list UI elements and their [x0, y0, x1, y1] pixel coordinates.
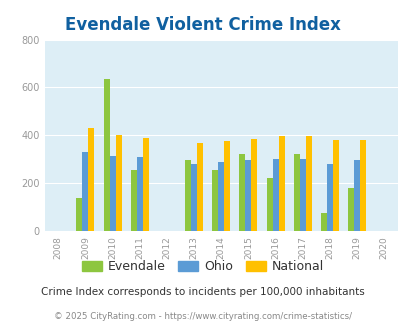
Bar [88, 128, 94, 231]
Bar [359, 140, 365, 231]
Bar [251, 139, 257, 231]
Bar [278, 136, 284, 231]
Text: Evendale Violent Crime Index: Evendale Violent Crime Index [65, 16, 340, 34]
Bar [305, 136, 311, 231]
Bar [353, 160, 359, 231]
Bar [224, 141, 230, 231]
Bar [212, 170, 218, 231]
Bar [218, 162, 224, 231]
Bar [191, 164, 196, 231]
Bar [332, 140, 338, 231]
Bar [293, 154, 299, 231]
Legend: Evendale, Ohio, National: Evendale, Ohio, National [77, 255, 328, 279]
Bar [136, 157, 143, 231]
Text: Crime Index corresponds to incidents per 100,000 inhabitants: Crime Index corresponds to incidents per… [41, 287, 364, 297]
Bar [320, 213, 326, 231]
Bar [239, 154, 245, 231]
Bar [299, 159, 305, 231]
Bar [245, 160, 251, 231]
Bar [82, 151, 88, 231]
Bar [143, 138, 148, 231]
Bar [185, 160, 191, 231]
Bar [115, 135, 121, 231]
Bar [109, 156, 115, 231]
Bar [76, 198, 82, 231]
Bar [326, 164, 332, 231]
Bar [347, 188, 353, 231]
Bar [272, 158, 278, 231]
Bar [130, 170, 136, 231]
Bar [103, 79, 109, 231]
Bar [196, 143, 202, 231]
Text: © 2025 CityRating.com - https://www.cityrating.com/crime-statistics/: © 2025 CityRating.com - https://www.city… [54, 312, 351, 321]
Bar [266, 178, 272, 231]
